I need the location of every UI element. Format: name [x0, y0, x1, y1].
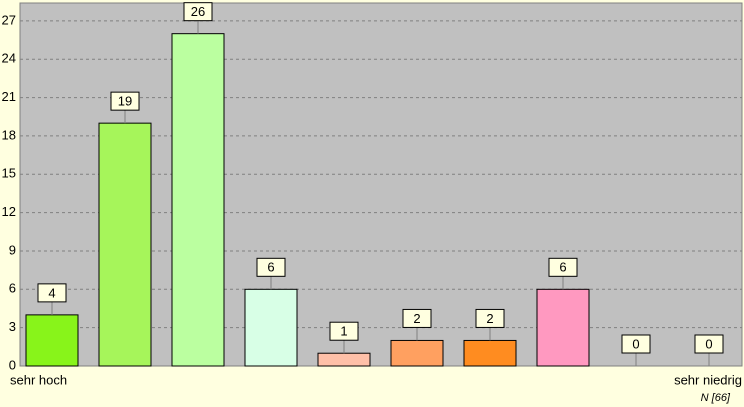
annotation: N [66]: [701, 392, 731, 404]
bar: [25, 314, 79, 367]
value-label-box: [256, 257, 286, 277]
value-label-box: [110, 91, 140, 111]
value-label: 2: [486, 311, 493, 326]
y-tick-label: 3: [9, 319, 16, 334]
value-label: 0: [632, 336, 639, 351]
x-tick-label: sehr niedrig: [674, 372, 742, 387]
bar: [390, 339, 444, 367]
value-label: 4: [48, 285, 55, 300]
y-tick-label: 15: [2, 166, 16, 181]
value-label-box: [329, 321, 359, 341]
y-tick-label: 18: [2, 127, 16, 142]
value-label-box: [621, 334, 651, 354]
y-tick-label: 0: [9, 357, 16, 372]
bar: [317, 352, 371, 367]
value-label-box: [402, 308, 432, 328]
value-label: 1: [340, 324, 347, 339]
y-tick-label: 9: [9, 242, 16, 257]
value-label: 6: [559, 260, 566, 275]
bar: [171, 33, 225, 367]
y-tick-label: 12: [2, 204, 16, 219]
value-label: 19: [118, 94, 132, 109]
x-tick-label: sehr hoch: [10, 372, 67, 387]
bar: [536, 288, 590, 367]
value-label-box: [548, 257, 578, 277]
value-label-box: [37, 283, 67, 303]
value-label-box: [475, 308, 505, 328]
bar: [244, 288, 298, 367]
bar: [463, 339, 517, 367]
value-label-box: [183, 2, 213, 22]
value-label: 6: [267, 260, 274, 275]
value-label: 26: [191, 4, 205, 19]
value-label-box: [694, 334, 724, 354]
y-tick-label: 21: [2, 89, 16, 104]
y-tick-label: 24: [2, 51, 16, 66]
value-label: 0: [705, 336, 712, 351]
bar: [98, 122, 152, 367]
y-tick-label: 6: [9, 281, 16, 296]
value-label: 2: [413, 311, 420, 326]
y-tick-label: 27: [2, 12, 16, 27]
